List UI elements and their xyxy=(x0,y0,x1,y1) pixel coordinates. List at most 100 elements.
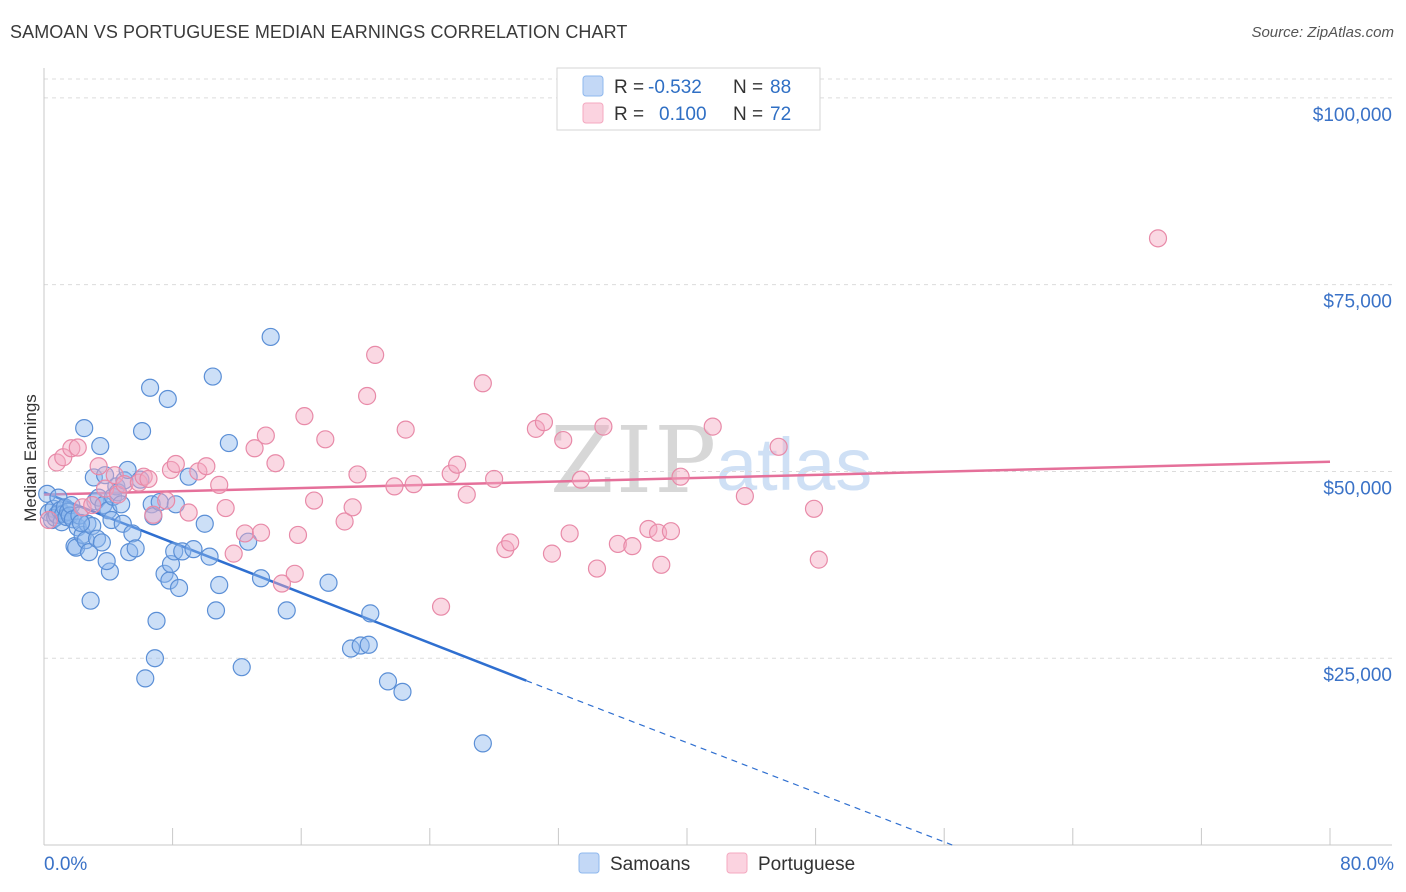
series-samoans xyxy=(38,327,492,753)
y-tick-label-1: $50,000 xyxy=(1323,478,1392,499)
point-samoans-24 xyxy=(79,543,99,562)
y-tick-label-2: $75,000 xyxy=(1323,292,1392,313)
point-portuguese-70 xyxy=(809,550,828,569)
point-samoans-58 xyxy=(158,389,177,409)
point-samoans-34 xyxy=(95,466,115,485)
point-samoans-32 xyxy=(92,533,111,552)
point-portuguese-34 xyxy=(304,491,324,510)
trend-line-portuguese xyxy=(43,460,1331,496)
point-samoans-64 xyxy=(173,542,192,561)
axes xyxy=(43,68,1392,846)
y-tick-label-0: $25,000 xyxy=(1323,665,1392,686)
point-portuguese-17 xyxy=(161,460,181,480)
point-samoans-42 xyxy=(113,514,132,533)
data-points xyxy=(38,229,1168,753)
legend-r-label-portuguese: R = xyxy=(614,104,644,125)
point-samoans-68 xyxy=(200,547,219,566)
point-portuguese-56 xyxy=(560,524,579,543)
point-portuguese-4 xyxy=(68,438,87,457)
point-portuguese-32 xyxy=(288,525,308,545)
point-portuguese-51 xyxy=(501,533,520,552)
point-portuguese-6 xyxy=(83,495,102,515)
trend-lines xyxy=(43,460,1331,846)
point-samoans-21 xyxy=(75,419,94,438)
legend-r-label-samoans: R = xyxy=(614,77,644,98)
point-samoans-36 xyxy=(100,562,120,581)
point-portuguese-64 xyxy=(652,555,671,574)
y-tick-labels: $25,000 $50,000 $75,000 $100,000 xyxy=(1313,105,1392,686)
point-portuguese-36 xyxy=(335,512,354,531)
point-portuguese-53 xyxy=(534,413,554,432)
watermark-atlas: atlas xyxy=(716,423,872,506)
point-portuguese-61 xyxy=(623,537,642,556)
point-samoans-41 xyxy=(112,495,131,514)
point-portuguese-10 xyxy=(108,485,128,504)
point-portuguese-57 xyxy=(571,470,591,489)
point-samoans-67 xyxy=(195,514,214,533)
point-samoans-71 xyxy=(210,575,229,595)
point-portuguese-30 xyxy=(272,574,292,593)
legend-label-portuguese: Portuguese xyxy=(758,854,855,875)
point-portuguese-72 xyxy=(804,499,824,518)
trend-extension-samoans xyxy=(526,680,953,846)
point-portuguese-58 xyxy=(587,559,607,578)
point-samoans-73 xyxy=(232,658,251,677)
source-credit: Source: ZipAtlas.com xyxy=(1251,24,1394,41)
point-samoans-49 xyxy=(132,421,152,441)
point-samoans-66 xyxy=(184,540,203,559)
point-portuguese-37 xyxy=(343,498,362,517)
point-samoans-37 xyxy=(102,510,121,530)
point-portuguese-71 xyxy=(1148,229,1168,248)
x-tick-label-max: 80.0% xyxy=(1340,854,1394,875)
point-portuguese-42 xyxy=(396,420,415,439)
point-samoans-83 xyxy=(378,672,398,691)
point-portuguese-39 xyxy=(358,386,377,406)
legend-swatch-samoans-bottom xyxy=(578,852,600,874)
point-portuguese-26 xyxy=(245,439,264,458)
point-portuguese-15 xyxy=(144,505,163,524)
point-samoans-31 xyxy=(91,436,110,456)
point-portuguese-46 xyxy=(448,455,467,474)
point-portuguese-45 xyxy=(441,464,460,483)
x-tick-label-min: 0.0% xyxy=(44,854,87,875)
point-samoans-69 xyxy=(203,367,222,386)
point-portuguese-59 xyxy=(594,417,613,436)
point-samoans-62 xyxy=(166,495,185,514)
point-samoans-78 xyxy=(319,573,338,592)
point-samoans-85 xyxy=(473,734,492,753)
point-portuguese-48 xyxy=(473,374,492,393)
point-portuguese-16 xyxy=(157,491,176,510)
point-samoans-77 xyxy=(277,601,296,620)
watermark-zip: ZIP xyxy=(550,407,718,514)
legend-r-value-samoans: -0.532 xyxy=(648,77,702,98)
point-samoans-72 xyxy=(219,433,238,453)
point-samoans-70 xyxy=(206,601,226,620)
point-portuguese-23 xyxy=(216,498,235,518)
point-portuguese-40 xyxy=(366,345,385,364)
point-portuguese-41 xyxy=(385,477,404,496)
point-portuguese-43 xyxy=(404,475,423,494)
trend-line-samoans xyxy=(43,491,527,682)
point-samoans-81 xyxy=(359,635,378,654)
point-portuguese-55 xyxy=(554,430,573,450)
point-samoans-0 xyxy=(38,484,57,503)
legend-swatch-portuguese xyxy=(582,102,604,124)
point-samoans-27 xyxy=(84,468,103,487)
point-portuguese-25 xyxy=(235,524,255,543)
point-portuguese-0 xyxy=(39,510,58,530)
point-samoans-46 xyxy=(123,524,142,543)
series-portuguese xyxy=(39,229,1168,616)
point-samoans-51 xyxy=(140,378,160,397)
point-samoans-54 xyxy=(145,649,165,668)
point-portuguese-13 xyxy=(134,467,153,486)
point-portuguese-18 xyxy=(166,454,185,474)
point-portuguese-27 xyxy=(251,523,271,542)
series-legend: Samoans Portuguese xyxy=(578,852,855,875)
point-portuguese-22 xyxy=(210,475,229,494)
point-portuguese-54 xyxy=(542,544,562,563)
point-portuguese-35 xyxy=(316,430,335,449)
legend-swatch-samoans xyxy=(582,75,604,97)
point-samoans-82 xyxy=(361,604,380,623)
point-samoans-23 xyxy=(78,514,97,533)
